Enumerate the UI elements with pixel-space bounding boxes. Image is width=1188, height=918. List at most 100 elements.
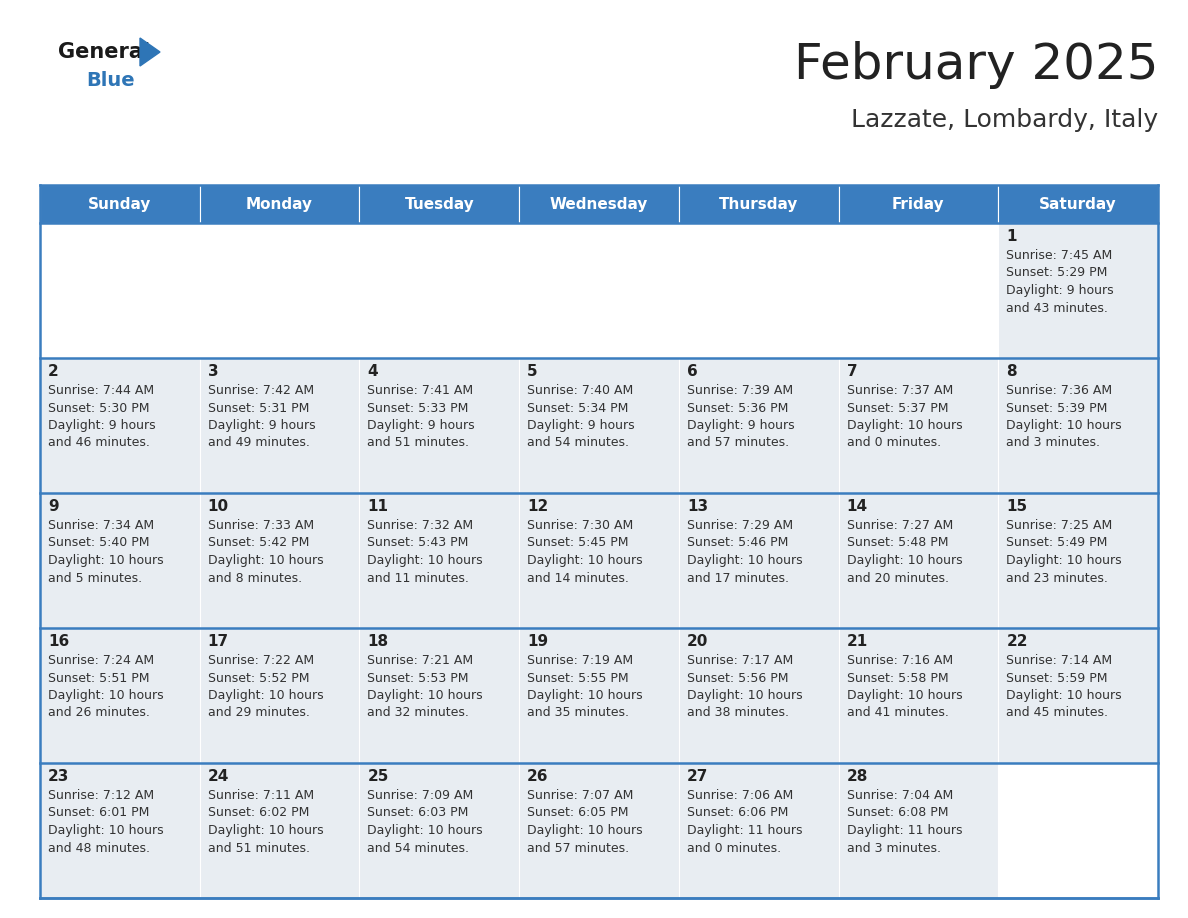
- Text: Sunrise: 7:04 AM
Sunset: 6:08 PM
Daylight: 11 hours
and 3 minutes.: Sunrise: 7:04 AM Sunset: 6:08 PM Dayligh…: [847, 789, 962, 855]
- Text: Thursday: Thursday: [719, 196, 798, 211]
- Text: Sunrise: 7:36 AM
Sunset: 5:39 PM
Daylight: 10 hours
and 3 minutes.: Sunrise: 7:36 AM Sunset: 5:39 PM Dayligh…: [1006, 384, 1121, 450]
- Bar: [839, 493, 998, 628]
- Bar: [839, 223, 998, 358]
- Bar: [40, 223, 200, 358]
- Text: Sunrise: 7:21 AM
Sunset: 5:53 PM
Daylight: 10 hours
and 32 minutes.: Sunrise: 7:21 AM Sunset: 5:53 PM Dayligh…: [367, 654, 484, 720]
- Bar: [360, 223, 519, 358]
- Bar: [200, 628, 360, 763]
- Bar: [200, 763, 360, 898]
- Text: 15: 15: [1006, 499, 1028, 514]
- Text: 21: 21: [847, 634, 867, 649]
- Text: 17: 17: [208, 634, 229, 649]
- Text: 8: 8: [1006, 364, 1017, 379]
- Bar: [678, 628, 839, 763]
- Bar: [360, 628, 519, 763]
- Bar: [998, 763, 1158, 898]
- Text: Sunrise: 7:32 AM
Sunset: 5:43 PM
Daylight: 10 hours
and 11 minutes.: Sunrise: 7:32 AM Sunset: 5:43 PM Dayligh…: [367, 519, 484, 585]
- Text: Blue: Blue: [86, 71, 134, 89]
- Text: 9: 9: [48, 499, 58, 514]
- Text: Sunrise: 7:42 AM
Sunset: 5:31 PM
Daylight: 9 hours
and 49 minutes.: Sunrise: 7:42 AM Sunset: 5:31 PM Dayligh…: [208, 384, 315, 450]
- Text: 19: 19: [527, 634, 549, 649]
- Text: 25: 25: [367, 769, 388, 784]
- Text: Sunrise: 7:30 AM
Sunset: 5:45 PM
Daylight: 10 hours
and 14 minutes.: Sunrise: 7:30 AM Sunset: 5:45 PM Dayligh…: [527, 519, 643, 585]
- Text: 22: 22: [1006, 634, 1028, 649]
- Bar: [998, 628, 1158, 763]
- Text: Friday: Friday: [892, 196, 944, 211]
- Bar: [200, 358, 360, 493]
- Text: Sunrise: 7:25 AM
Sunset: 5:49 PM
Daylight: 10 hours
and 23 minutes.: Sunrise: 7:25 AM Sunset: 5:49 PM Dayligh…: [1006, 519, 1121, 585]
- Bar: [40, 358, 200, 493]
- Text: 6: 6: [687, 364, 697, 379]
- Text: Sunrise: 7:22 AM
Sunset: 5:52 PM
Daylight: 10 hours
and 29 minutes.: Sunrise: 7:22 AM Sunset: 5:52 PM Dayligh…: [208, 654, 323, 720]
- Text: 23: 23: [48, 769, 69, 784]
- Bar: [678, 493, 839, 628]
- Text: Lazzate, Lombardy, Italy: Lazzate, Lombardy, Italy: [851, 108, 1158, 132]
- Text: Sunrise: 7:06 AM
Sunset: 6:06 PM
Daylight: 11 hours
and 0 minutes.: Sunrise: 7:06 AM Sunset: 6:06 PM Dayligh…: [687, 789, 802, 855]
- Text: 1: 1: [1006, 229, 1017, 244]
- Text: Sunrise: 7:39 AM
Sunset: 5:36 PM
Daylight: 9 hours
and 57 minutes.: Sunrise: 7:39 AM Sunset: 5:36 PM Dayligh…: [687, 384, 795, 450]
- Bar: [519, 763, 678, 898]
- Text: Saturday: Saturday: [1040, 196, 1117, 211]
- Bar: [360, 763, 519, 898]
- Bar: [839, 628, 998, 763]
- Bar: [998, 223, 1158, 358]
- Bar: [40, 763, 200, 898]
- Text: Sunrise: 7:16 AM
Sunset: 5:58 PM
Daylight: 10 hours
and 41 minutes.: Sunrise: 7:16 AM Sunset: 5:58 PM Dayligh…: [847, 654, 962, 720]
- Text: 27: 27: [687, 769, 708, 784]
- Text: 28: 28: [847, 769, 868, 784]
- Bar: [998, 185, 1158, 223]
- Text: Sunrise: 7:07 AM
Sunset: 6:05 PM
Daylight: 10 hours
and 57 minutes.: Sunrise: 7:07 AM Sunset: 6:05 PM Dayligh…: [527, 789, 643, 855]
- Text: Sunrise: 7:14 AM
Sunset: 5:59 PM
Daylight: 10 hours
and 45 minutes.: Sunrise: 7:14 AM Sunset: 5:59 PM Dayligh…: [1006, 654, 1121, 720]
- Bar: [839, 185, 998, 223]
- Text: Sunrise: 7:19 AM
Sunset: 5:55 PM
Daylight: 10 hours
and 35 minutes.: Sunrise: 7:19 AM Sunset: 5:55 PM Dayligh…: [527, 654, 643, 720]
- Text: Sunrise: 7:40 AM
Sunset: 5:34 PM
Daylight: 9 hours
and 54 minutes.: Sunrise: 7:40 AM Sunset: 5:34 PM Dayligh…: [527, 384, 634, 450]
- Bar: [40, 185, 200, 223]
- Text: 10: 10: [208, 499, 229, 514]
- Text: Tuesday: Tuesday: [404, 196, 474, 211]
- Bar: [200, 223, 360, 358]
- Text: Sunrise: 7:41 AM
Sunset: 5:33 PM
Daylight: 9 hours
and 51 minutes.: Sunrise: 7:41 AM Sunset: 5:33 PM Dayligh…: [367, 384, 475, 450]
- Bar: [519, 185, 678, 223]
- Text: February 2025: February 2025: [794, 41, 1158, 89]
- Text: 16: 16: [48, 634, 69, 649]
- Bar: [678, 185, 839, 223]
- Bar: [678, 358, 839, 493]
- Bar: [360, 185, 519, 223]
- Text: Sunrise: 7:11 AM
Sunset: 6:02 PM
Daylight: 10 hours
and 51 minutes.: Sunrise: 7:11 AM Sunset: 6:02 PM Dayligh…: [208, 789, 323, 855]
- Bar: [519, 493, 678, 628]
- Text: 20: 20: [687, 634, 708, 649]
- Text: 12: 12: [527, 499, 549, 514]
- Text: Sunrise: 7:34 AM
Sunset: 5:40 PM
Daylight: 10 hours
and 5 minutes.: Sunrise: 7:34 AM Sunset: 5:40 PM Dayligh…: [48, 519, 164, 585]
- Text: 14: 14: [847, 499, 867, 514]
- Text: 26: 26: [527, 769, 549, 784]
- Text: 7: 7: [847, 364, 858, 379]
- Bar: [360, 358, 519, 493]
- Polygon shape: [140, 38, 160, 66]
- Bar: [519, 628, 678, 763]
- Text: 2: 2: [48, 364, 58, 379]
- Bar: [678, 223, 839, 358]
- Bar: [839, 763, 998, 898]
- Text: 5: 5: [527, 364, 538, 379]
- Text: Sunrise: 7:09 AM
Sunset: 6:03 PM
Daylight: 10 hours
and 54 minutes.: Sunrise: 7:09 AM Sunset: 6:03 PM Dayligh…: [367, 789, 484, 855]
- Text: 3: 3: [208, 364, 219, 379]
- Text: Sunrise: 7:37 AM
Sunset: 5:37 PM
Daylight: 10 hours
and 0 minutes.: Sunrise: 7:37 AM Sunset: 5:37 PM Dayligh…: [847, 384, 962, 450]
- Text: Monday: Monday: [246, 196, 314, 211]
- Text: General: General: [58, 42, 150, 62]
- Text: 24: 24: [208, 769, 229, 784]
- Text: 4: 4: [367, 364, 378, 379]
- Bar: [40, 628, 200, 763]
- Bar: [200, 185, 360, 223]
- Text: Sunrise: 7:17 AM
Sunset: 5:56 PM
Daylight: 10 hours
and 38 minutes.: Sunrise: 7:17 AM Sunset: 5:56 PM Dayligh…: [687, 654, 802, 720]
- Bar: [519, 223, 678, 358]
- Bar: [998, 358, 1158, 493]
- Bar: [519, 358, 678, 493]
- Text: Sunrise: 7:27 AM
Sunset: 5:48 PM
Daylight: 10 hours
and 20 minutes.: Sunrise: 7:27 AM Sunset: 5:48 PM Dayligh…: [847, 519, 962, 585]
- Text: Sunrise: 7:29 AM
Sunset: 5:46 PM
Daylight: 10 hours
and 17 minutes.: Sunrise: 7:29 AM Sunset: 5:46 PM Dayligh…: [687, 519, 802, 585]
- Text: 11: 11: [367, 499, 388, 514]
- Text: Wednesday: Wednesday: [550, 196, 649, 211]
- Text: Sunrise: 7:12 AM
Sunset: 6:01 PM
Daylight: 10 hours
and 48 minutes.: Sunrise: 7:12 AM Sunset: 6:01 PM Dayligh…: [48, 789, 164, 855]
- Text: Sunrise: 7:45 AM
Sunset: 5:29 PM
Daylight: 9 hours
and 43 minutes.: Sunrise: 7:45 AM Sunset: 5:29 PM Dayligh…: [1006, 249, 1114, 315]
- Bar: [360, 493, 519, 628]
- Text: Sunrise: 7:33 AM
Sunset: 5:42 PM
Daylight: 10 hours
and 8 minutes.: Sunrise: 7:33 AM Sunset: 5:42 PM Dayligh…: [208, 519, 323, 585]
